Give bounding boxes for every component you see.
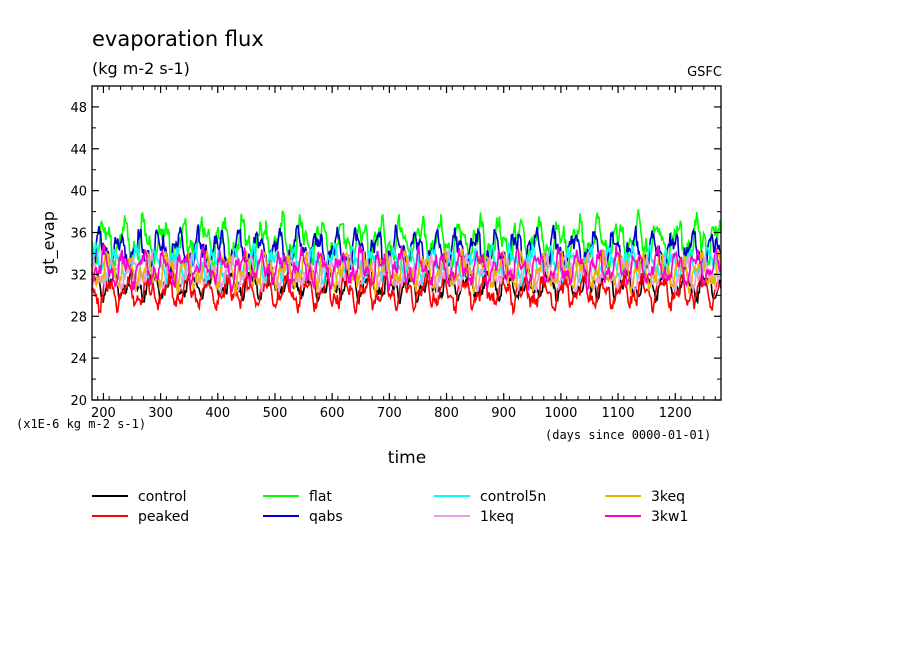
axes: 20 24 28 32 36 40 44 48 200 300 400 500 600 700 800 900…: [70, 85, 722, 421]
x-tick-label-400: 400: [205, 406, 230, 421]
x-tick-label-500: 500: [263, 406, 288, 421]
y-tick-label-28: 28: [70, 310, 87, 325]
legend: control peaked flat qabs control5n 1keq 3keq 3k…: [92, 489, 688, 525]
y-tick-label-44: 44: [70, 143, 87, 158]
x-tick-label-900: 900: [491, 406, 516, 421]
legend-label-control5n: control5n: [480, 489, 546, 505]
source-label: GSFC: [687, 65, 722, 80]
series-line-3keq: [91, 248, 722, 296]
x-tick-label-800: 800: [434, 406, 459, 421]
x-tick-label-1200: 1200: [659, 406, 692, 421]
legend-label-control: control: [138, 489, 187, 505]
chart-subtitle: (kg m-2 s-1): [92, 59, 190, 78]
legend-label-peaked: peaked: [138, 509, 189, 525]
series-line-3kw1: [91, 244, 722, 293]
series-line-peaked: [91, 269, 722, 316]
y-tick-label-40: 40: [70, 185, 87, 200]
x-tick-label-700: 700: [377, 406, 402, 421]
x-tick-label-200: 200: [91, 406, 116, 421]
series-line-control5n: [91, 240, 721, 287]
y-axis-label: gt_evap: [39, 211, 59, 275]
x-tick-label-1100: 1100: [602, 406, 635, 421]
legend-label-3keq: 3keq: [651, 489, 685, 505]
x-tick-label-1000: 1000: [544, 406, 577, 421]
y-unit-note: (x1E-6 kg m-2 s-1): [16, 417, 146, 431]
legend-label-1keq: 1keq: [480, 509, 514, 525]
series-layer: [91, 209, 722, 316]
x-tick-label-600: 600: [320, 406, 345, 421]
legend-label-qabs: qabs: [309, 509, 343, 525]
chart-title: evaporation flux: [92, 27, 264, 51]
x-axis-label: time: [388, 448, 426, 468]
y-tick-label-24: 24: [70, 352, 87, 367]
x-tick-label-300: 300: [148, 406, 173, 421]
legend-label-3kw1: 3kw1: [651, 509, 688, 525]
y-tick-label-20: 20: [70, 394, 87, 409]
x-unit-note: (days since 0000-01-01): [545, 428, 711, 442]
y-tick-label-36: 36: [70, 227, 87, 242]
y-tick-label-48: 48: [70, 101, 87, 116]
legend-label-flat: flat: [309, 489, 332, 505]
y-tick-label-32: 32: [70, 268, 87, 283]
